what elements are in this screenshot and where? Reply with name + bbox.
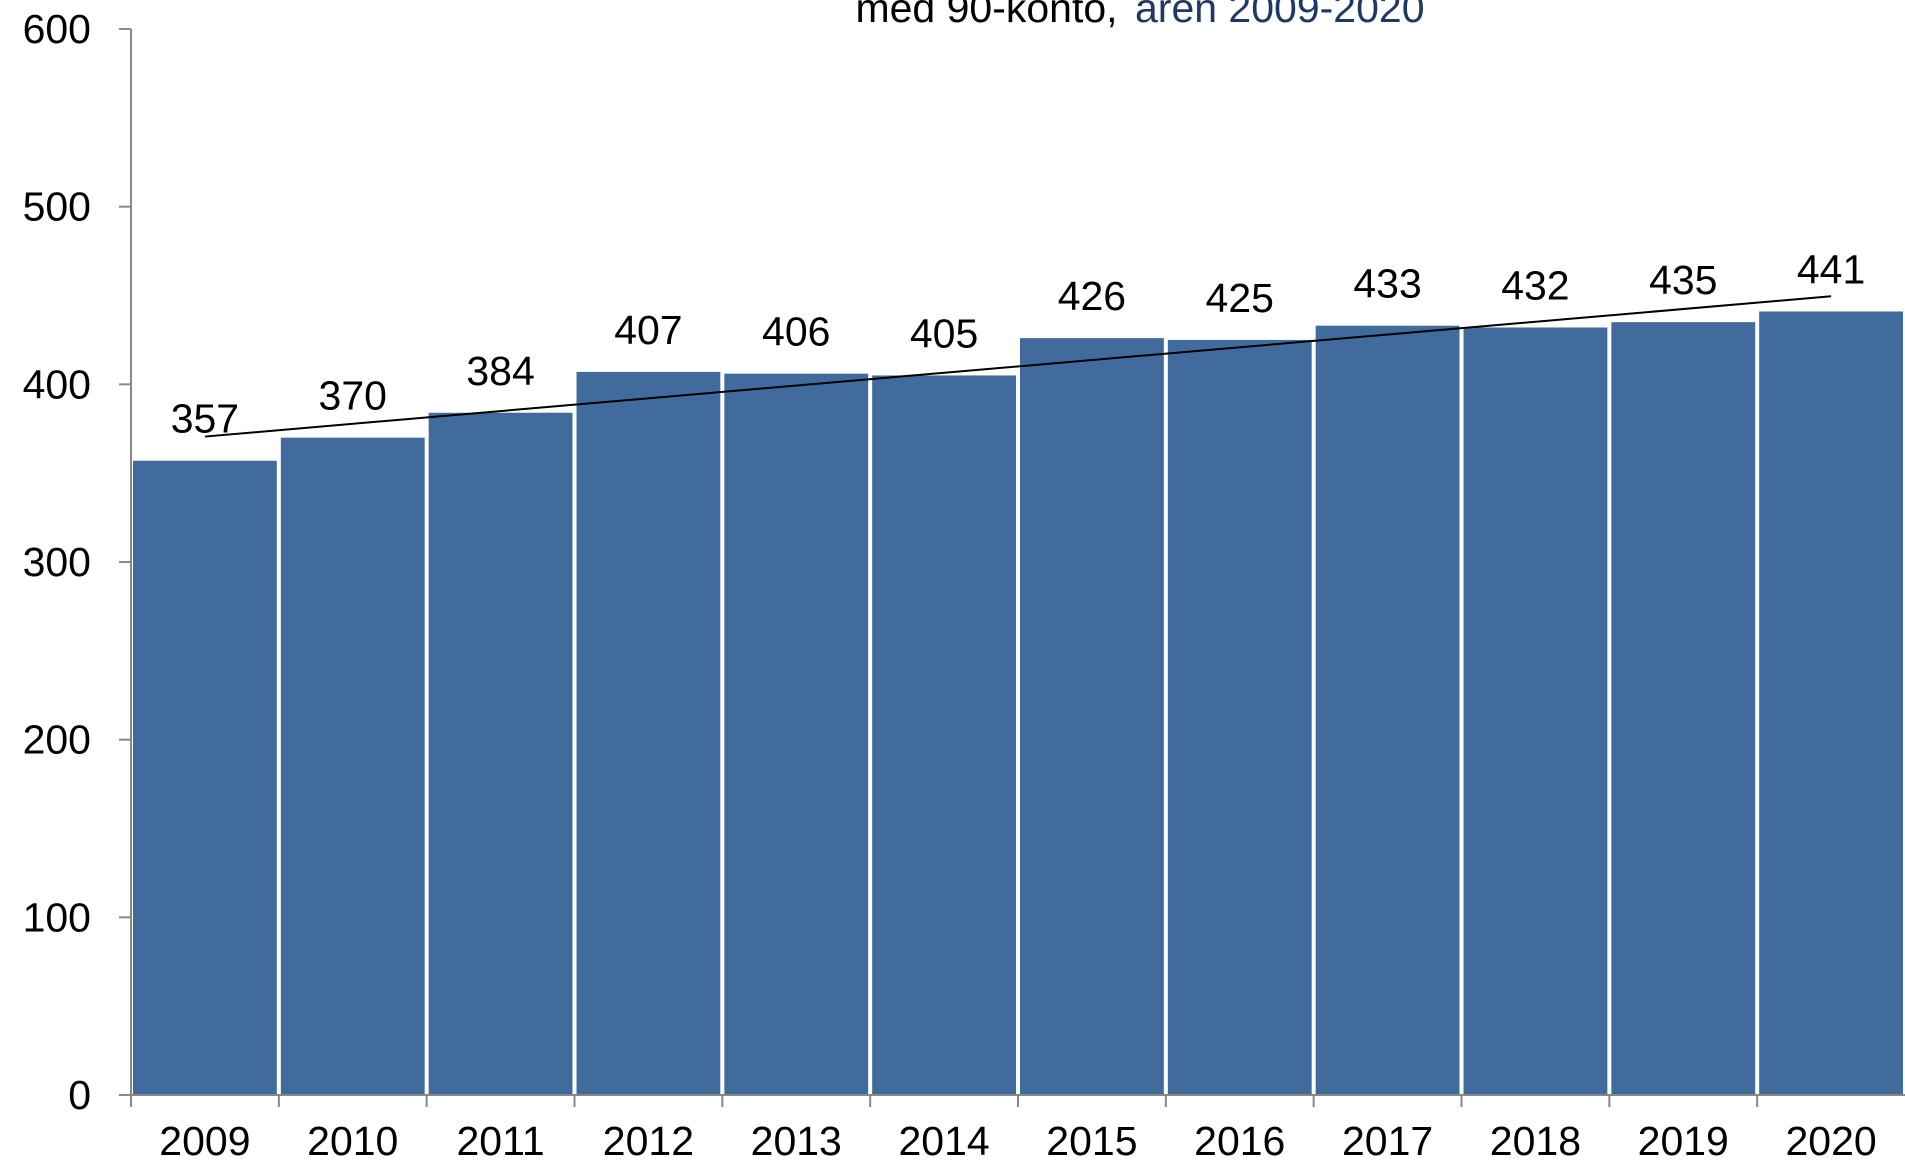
y-tick-label: 300 xyxy=(23,539,91,585)
bar xyxy=(1167,339,1312,1096)
bar xyxy=(280,437,425,1096)
bar xyxy=(133,460,277,1096)
y-tick-label: 400 xyxy=(23,361,91,407)
data-label: 406 xyxy=(762,309,830,355)
y-tick-label: 100 xyxy=(23,894,91,940)
data-label: 407 xyxy=(614,307,682,353)
y-tick-label: 0 xyxy=(68,1072,91,1118)
trendline xyxy=(204,295,1832,438)
bar xyxy=(1020,338,1164,1095)
data-label: 426 xyxy=(1058,273,1126,319)
bar xyxy=(428,412,573,1095)
bar xyxy=(1315,325,1460,1095)
data-label: 441 xyxy=(1797,246,1865,292)
bar xyxy=(724,373,869,1095)
data-label: 405 xyxy=(910,310,978,356)
data-label: 370 xyxy=(319,373,387,419)
bar xyxy=(872,375,1016,1095)
x-tick-label: 2014 xyxy=(898,1118,989,1164)
title-part: med 90-konto, xyxy=(855,0,1117,31)
data-label: 433 xyxy=(1353,261,1421,307)
bar xyxy=(1759,311,1903,1095)
x-tick-label: 2012 xyxy=(603,1118,694,1164)
x-tick-label: 2016 xyxy=(1194,1118,1285,1164)
bar xyxy=(576,371,721,1095)
bar xyxy=(1463,327,1608,1096)
y-tick-label: 500 xyxy=(23,184,91,230)
x-tick-label: 2013 xyxy=(751,1118,842,1164)
data-label: 435 xyxy=(1649,257,1717,303)
x-tick-label: 2017 xyxy=(1342,1118,1433,1164)
y-tick-label: 200 xyxy=(23,717,91,763)
bar xyxy=(1611,322,1756,1095)
x-tick-label: 2019 xyxy=(1638,1118,1729,1164)
x-tick-label: 2015 xyxy=(1046,1118,1137,1164)
x-tick-label: 2009 xyxy=(159,1118,250,1164)
y-tick-label: 600 xyxy=(23,6,91,52)
title-part: åren 2009-2020 xyxy=(1135,0,1425,31)
x-tick-label: 2010 xyxy=(307,1118,398,1164)
x-tick-label: 2011 xyxy=(456,1118,544,1164)
data-label: 384 xyxy=(466,348,534,394)
data-label: 432 xyxy=(1501,262,1569,308)
chart-title: med 90-konto, åren 2009-2020 xyxy=(855,0,1424,31)
x-tick-label: 2018 xyxy=(1490,1118,1581,1164)
x-tick-label: 2020 xyxy=(1785,1118,1876,1164)
data-label: 425 xyxy=(1206,275,1274,321)
